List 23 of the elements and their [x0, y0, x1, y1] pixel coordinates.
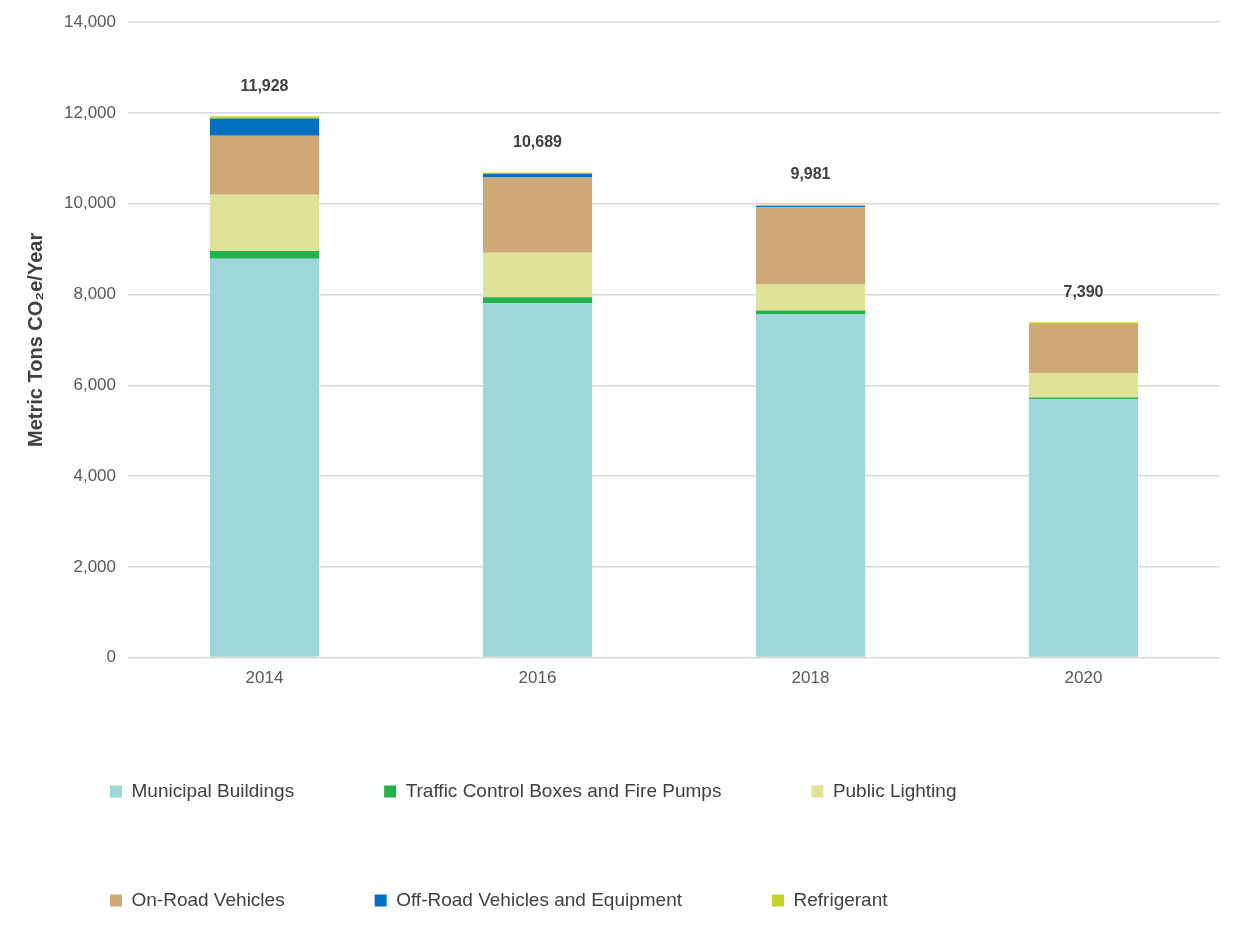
- x-tick-label: 2014: [245, 668, 284, 688]
- legend-label: Municipal Buildings: [131, 779, 295, 801]
- y-tick-label: 6,000: [73, 374, 116, 394]
- legend-label: Traffic Control Boxes and Fire Pumps: [405, 779, 722, 801]
- total-label: 11,928: [240, 76, 289, 94]
- y-tick-label: 12,000: [64, 102, 116, 122]
- legend-label: On-Road Vehicles: [131, 888, 285, 910]
- total-label: 7,390: [1063, 282, 1104, 300]
- total-label: 9,981: [790, 165, 831, 183]
- y-axis-title: Metric Tons CO₂e/Year: [23, 232, 46, 447]
- y-tick-label: 14,000: [64, 11, 116, 31]
- y-tick-label: 8,000: [73, 284, 116, 304]
- x-tick-label: 2020: [1064, 668, 1103, 688]
- y-tick-label: 2,000: [73, 556, 116, 576]
- legend-label: Refrigerant: [793, 888, 889, 910]
- x-tick-label: 2016: [518, 668, 557, 688]
- total-label: 10,689: [513, 132, 563, 150]
- y-tick-label: 4,000: [73, 465, 116, 485]
- y-tick-label: 0: [106, 647, 116, 667]
- legend-label: Off-Road Vehicles and Equipment: [396, 888, 683, 910]
- legend-label: Public Lighting: [832, 779, 957, 801]
- y-tick-label: 10,000: [64, 193, 116, 213]
- x-tick-label: 2018: [791, 668, 830, 688]
